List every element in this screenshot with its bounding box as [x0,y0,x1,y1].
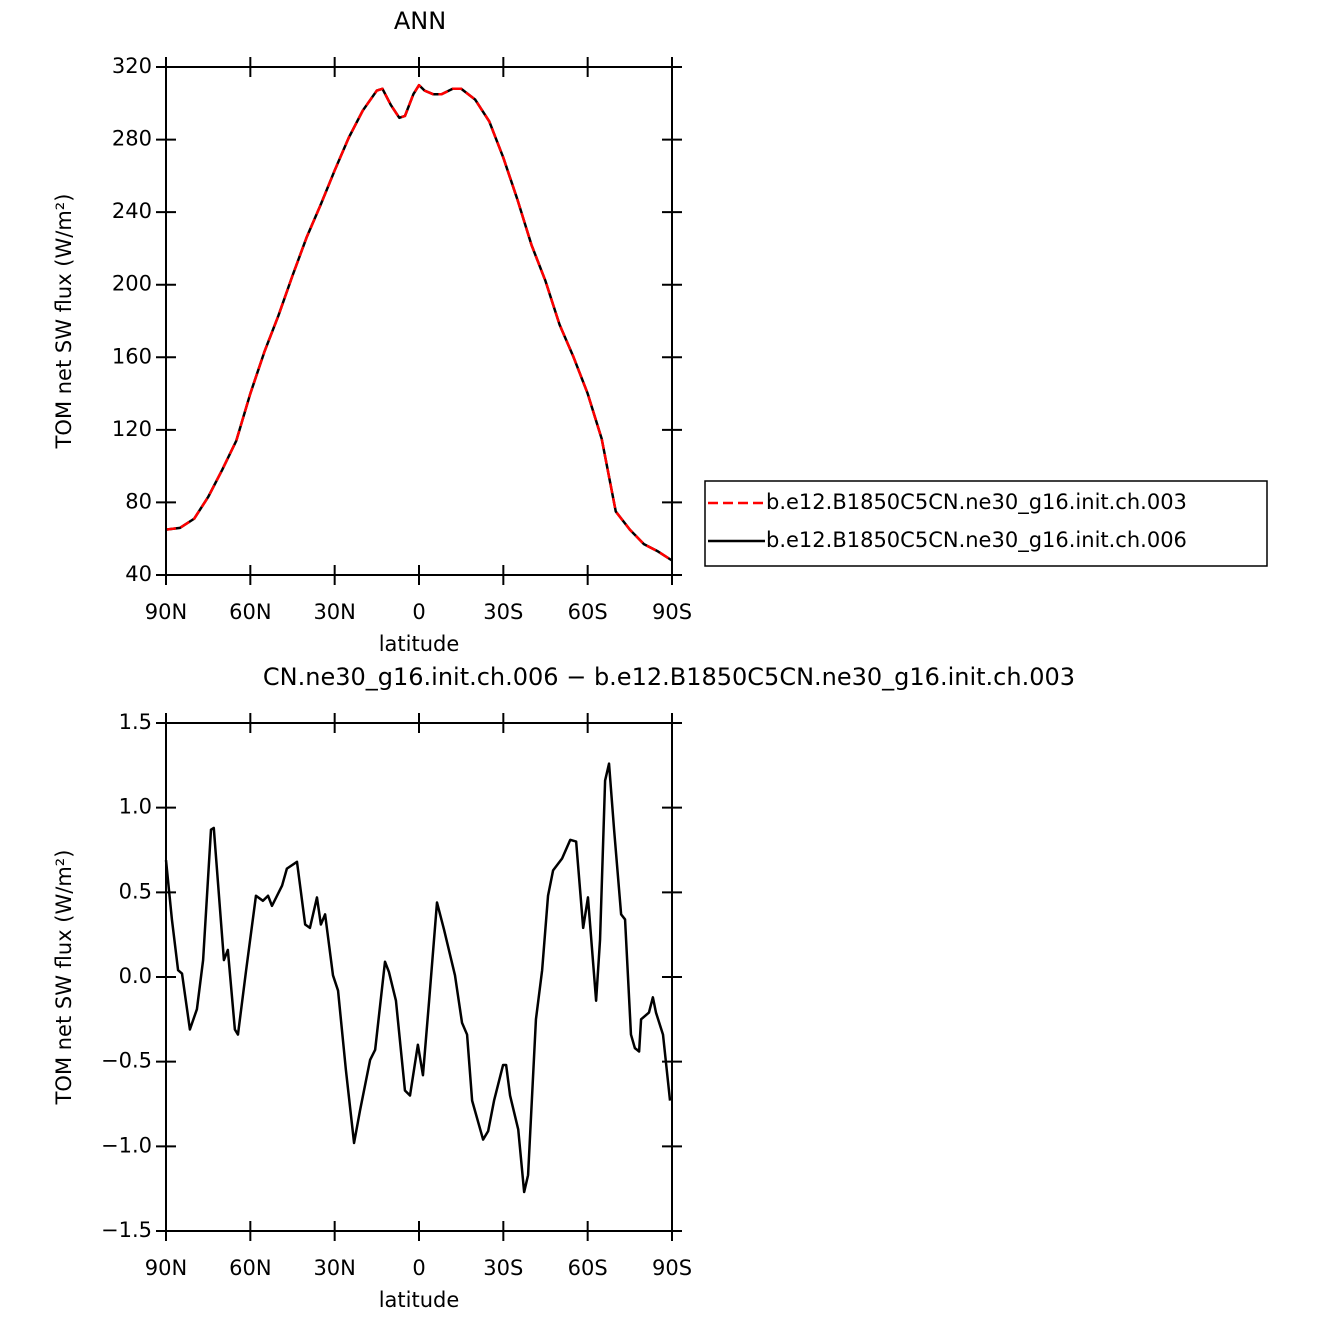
plot-frame [165,722,673,1232]
chart-title: ANN [394,7,446,35]
y-tick-label: 280 [112,127,152,151]
y-tick-label: 320 [112,54,152,78]
y-tick-label: 0.0 [119,964,152,988]
x-tick-label: 30S [483,1256,523,1280]
y-tick-label: 1.0 [119,795,152,819]
data-line [165,83,673,562]
legend-label: b.e12.B1850C5CN.ne30_g16.init.ch.003 [766,490,1187,515]
legend-label: b.e12.B1850C5CN.ne30_g16.init.ch.006 [766,528,1187,553]
y-tick-label: 160 [112,344,152,368]
x-tick-label: 60S [568,1256,608,1280]
y-tick-label: 1.5 [119,710,152,734]
y-axis-label: TOM net SW flux (W/m²) [52,850,76,1106]
data-line [165,83,673,562]
data-line [164,762,672,1194]
x-tick-label: 0 [412,1256,425,1280]
y-tick-label: −1.0 [101,1133,152,1157]
x-tick-label: 30N [313,600,355,624]
plot-frame [165,66,673,576]
x-tick-label: 30N [313,1256,355,1280]
x-tick-label: 90S [652,600,692,624]
y-tick-label: −1.5 [101,1218,152,1242]
x-tick-label: 0 [412,600,425,624]
x-tick-label: 90S [652,1256,692,1280]
x-axis-label: latitude [379,632,460,656]
x-axis-label: latitude [379,1288,460,1312]
y-tick-label: 40 [125,562,152,586]
y-axis-label: TOM net SW flux (W/m²) [52,194,76,450]
y-tick-label: 240 [112,199,152,223]
y-tick-label: 200 [112,272,152,296]
x-tick-label: 90N [145,1256,187,1280]
x-tick-label: 60N [229,600,271,624]
y-tick-label: 0.5 [119,879,152,903]
y-tick-label: −0.5 [101,1049,152,1073]
x-tick-label: 30S [483,600,523,624]
legend-box [704,480,1268,567]
chart-title: CN.ne30_g16.init.ch.006 − b.e12.B1850C5C… [263,663,1075,691]
y-tick-label: 80 [125,489,152,513]
y-tick-label: 120 [112,417,152,441]
x-tick-label: 90N [145,600,187,624]
x-tick-label: 60S [568,600,608,624]
x-tick-label: 60N [229,1256,271,1280]
